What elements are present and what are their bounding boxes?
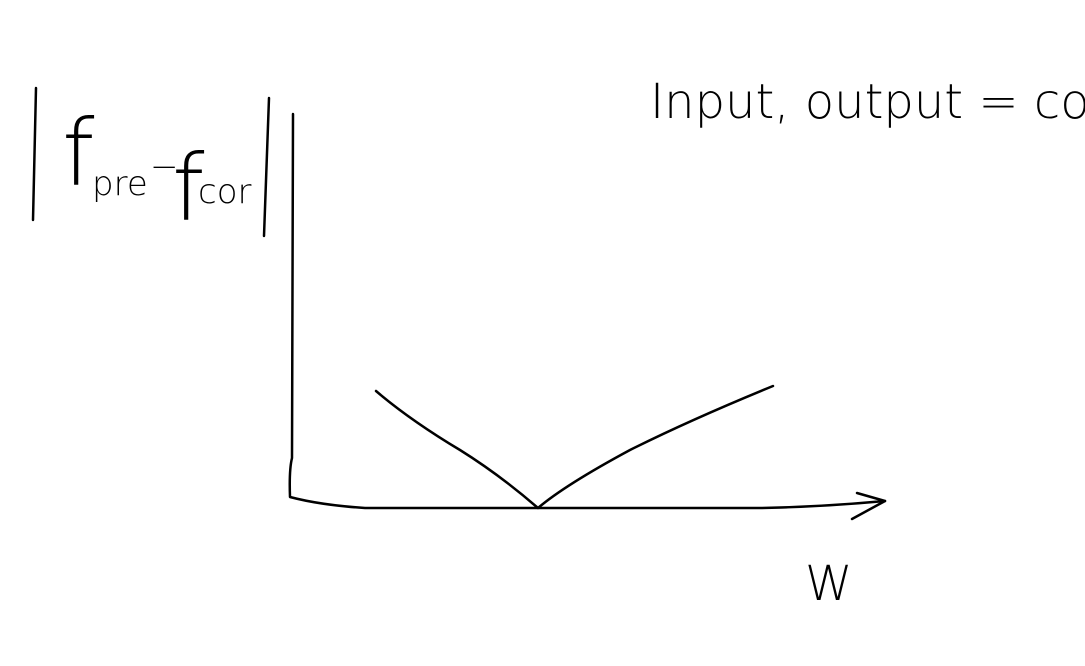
curve [374,384,775,510]
x-axis-label: W [805,556,852,612]
y-label-operator: − [150,147,179,187]
annotation: Input, output = const [650,74,1085,130]
axes [288,112,887,510]
y-label-subscript: pre [92,164,148,204]
y-label-symbol: f [62,100,95,207]
abs-bar-left [31,86,38,222]
y-label-subscript: cor [198,172,251,212]
abs-bar-right [262,96,271,238]
x-axis-arrow [850,491,887,521]
y-label-symbol: f [172,135,205,242]
